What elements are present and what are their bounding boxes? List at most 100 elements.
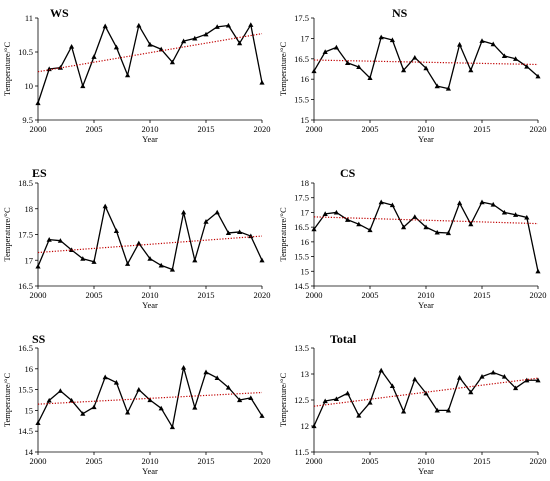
y-tick-label: 17 <box>301 207 310 217</box>
data-point-marker <box>203 369 209 375</box>
data-point-marker <box>136 387 142 392</box>
data-point-marker <box>147 397 153 403</box>
data-point-marker <box>91 404 97 410</box>
chart-panel-2: 16.5 17 17.5 18 18.5 2000 2005 2010 2015 2020 Year… <box>2 166 271 310</box>
x-tick-label: 2020 <box>254 290 271 300</box>
y-tick-label: 15.5 <box>18 385 33 395</box>
data-point-marker <box>225 22 231 28</box>
y-tick-label: 18.5 <box>18 178 33 188</box>
trend-line <box>37 391 263 405</box>
data-point-marker <box>445 407 451 413</box>
data-point-marker <box>248 233 254 239</box>
chart-title: CS <box>340 166 356 180</box>
chart-title: NS <box>392 6 408 20</box>
data-point-marker <box>479 38 485 43</box>
data-point-marker <box>91 54 97 59</box>
x-tick-label: 2020 <box>530 456 547 466</box>
x-axis-title: Year <box>142 300 158 310</box>
y-tick-label: 13 <box>301 369 310 379</box>
data-point-marker <box>147 256 153 261</box>
data-point-marker <box>311 423 317 429</box>
data-point-marker <box>46 66 52 72</box>
y-tick-label: 16.5 <box>294 54 309 64</box>
data-point-marker <box>214 209 220 215</box>
data-point-marker <box>181 38 187 44</box>
data-point-marker <box>57 238 63 243</box>
data-point-marker <box>158 405 164 411</box>
data-point-marker <box>378 367 384 373</box>
y-axis-title: Temperature/°C <box>2 42 12 97</box>
x-tick-label: 2000 <box>306 124 323 134</box>
data-point-marker <box>367 400 373 405</box>
data-point-marker <box>501 374 507 379</box>
data-point-marker <box>225 384 231 390</box>
y-tick-label: 17.5 <box>294 13 309 23</box>
data-point-marker <box>524 214 530 220</box>
x-tick-label: 2005 <box>362 456 379 466</box>
data-point-marker <box>345 390 351 396</box>
y-tick-label: 15.5 <box>294 252 309 262</box>
y-axis-title: Temperature/°C <box>278 207 288 262</box>
chart-panel-0: 9.5 10 10.5 11 2000 2005 2010 2015 2020 Year Tempe… <box>2 6 271 144</box>
data-point-marker <box>513 385 519 391</box>
data-point-marker <box>225 230 231 236</box>
data-point-marker <box>513 212 519 217</box>
x-tick-label: 2015 <box>198 456 215 466</box>
data-point-marker <box>490 201 496 207</box>
y-tick-label: 14 <box>25 447 34 457</box>
y-tick-label: 18 <box>25 204 34 214</box>
data-point-marker <box>113 228 119 233</box>
data-point-marker <box>423 224 429 230</box>
y-tick-label: 14.5 <box>18 426 33 436</box>
y-tick-label: 18 <box>301 178 310 188</box>
data-point-marker <box>203 31 209 37</box>
data-point-marker <box>102 374 108 380</box>
y-tick-label: 13.5 <box>294 343 309 353</box>
data-point-marker <box>102 203 108 209</box>
data-point-marker <box>535 268 541 274</box>
y-tick-label: 17.5 <box>18 230 33 240</box>
data-point-marker <box>80 256 86 261</box>
data-point-marker <box>322 398 328 404</box>
trend-line <box>313 377 539 407</box>
data-point-marker <box>322 49 328 54</box>
y-tick-label: 16 <box>301 237 310 247</box>
series-line <box>313 369 538 427</box>
trend-line <box>313 59 539 66</box>
y-tick-label: 16 <box>301 74 310 84</box>
data-point-marker <box>345 217 351 222</box>
x-axis-title: Year <box>418 466 434 476</box>
x-tick-label: 2020 <box>254 124 271 134</box>
x-tick-label: 2005 <box>362 290 379 300</box>
data-point-marker <box>147 41 153 47</box>
data-point-marker <box>214 375 220 381</box>
y-tick-label: 17 <box>25 255 34 265</box>
data-point-marker <box>468 67 474 73</box>
data-point-marker <box>535 73 541 79</box>
data-point-marker <box>389 202 395 208</box>
data-point-marker <box>237 397 243 403</box>
chart-title: Total <box>330 332 357 346</box>
x-tick-label: 2020 <box>254 456 271 466</box>
data-point-marker <box>102 23 108 29</box>
x-tick-label: 2020 <box>530 290 547 300</box>
data-point-marker <box>524 377 530 383</box>
chart-panel-3: 14.5 15 15.5 16 16.5 17 17.5 18 2000 2005 2010 2015… <box>278 166 547 310</box>
data-point-marker <box>490 41 496 47</box>
data-point-marker <box>158 262 164 268</box>
y-tick-label: 15 <box>301 266 310 276</box>
data-point-marker <box>434 407 440 413</box>
data-point-marker <box>345 60 351 65</box>
data-point-marker <box>401 224 407 230</box>
x-axis-title: Year <box>418 300 434 310</box>
chart-panel-5: 11.5 12 12.5 13 13.5 2000 2005 2010 2015 2020 Year… <box>278 332 547 476</box>
y-tick-label: 12.5 <box>294 395 309 405</box>
x-tick-label: 2000 <box>30 290 47 300</box>
data-point-marker <box>192 257 198 263</box>
data-point-marker <box>367 75 373 81</box>
y-tick-label: 15.5 <box>294 95 309 105</box>
data-point-marker <box>136 240 142 246</box>
x-tick-label: 2000 <box>30 456 47 466</box>
data-point-marker <box>501 53 507 59</box>
data-point-marker <box>181 364 187 370</box>
